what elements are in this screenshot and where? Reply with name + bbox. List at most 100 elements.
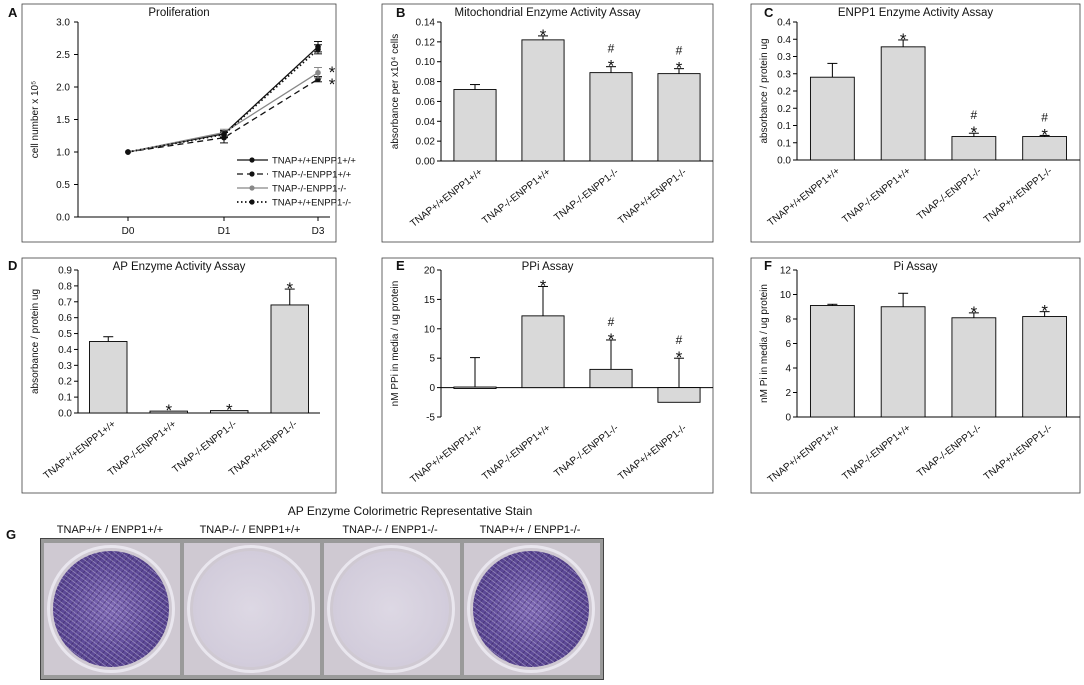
chart-title: Proliferation <box>148 7 209 19</box>
panel-frame <box>21 3 337 243</box>
panel-label: E <box>396 258 405 273</box>
y-tick-label: 10 <box>424 324 436 335</box>
x-tick-label: TNAP-/-ENPP1-/- <box>171 419 240 476</box>
chart-title: AP Enzyme Activity Assay <box>113 261 246 273</box>
x-tick-label: TNAP-/-ENPP1+/+ <box>841 423 914 483</box>
legend-entry: TNAP+/+ENPP1-/- <box>272 198 351 209</box>
y-tick-label: 1.5 <box>56 115 70 126</box>
x-tick-label: TNAP+/+ENPP1-/- <box>616 423 688 483</box>
y-axis-label: absorbance / protein ug <box>759 38 770 143</box>
bar <box>521 39 565 162</box>
bar <box>657 387 701 403</box>
x-tick-label: TNAP-/-ENPP1+/+ <box>480 167 553 227</box>
significance-star: * <box>540 26 547 45</box>
panel-c: C ENPP1 Enzyme Activity Assay 0.0 0.1 0.1 0.2… <box>750 3 1081 243</box>
y-tick-label: 0.3 <box>777 52 791 63</box>
y-tick-label: 3.0 <box>56 18 70 29</box>
plate-label-4: TNAP+/+ / ENPP1-/- <box>479 524 581 536</box>
y-tick-label: 0.4 <box>58 345 72 356</box>
data-point <box>125 149 131 155</box>
panel-frame <box>381 257 714 494</box>
y-tick-label: 0.2 <box>58 377 72 388</box>
panel-frame <box>381 3 714 243</box>
y-tick-label: 0.1 <box>777 121 791 132</box>
y-axis-label: cell number x 10⁵ <box>30 81 41 159</box>
significance-star: * <box>226 401 233 420</box>
significance-hash: # <box>608 315 615 329</box>
y-tick-label: 0.4 <box>777 35 791 46</box>
x-tick-label: D0 <box>122 226 135 237</box>
plate-label-2: TNAP-/- / ENPP1+/+ <box>199 524 301 536</box>
y-tick-label: 20 <box>424 266 436 277</box>
y-tick-label: 0.9 <box>58 266 72 277</box>
x-tick-label: TNAP+/+ENPP1-/- <box>616 167 688 227</box>
stain-plate-strip <box>40 538 604 680</box>
y-axis-label: absorbance / protein ug <box>30 289 41 394</box>
y-tick-label: 15 <box>424 295 436 306</box>
x-tick-label: TNAP-/-ENPP1+/+ <box>480 423 553 483</box>
legend-marker <box>249 185 255 191</box>
legend-entry: TNAP-/-ENPP1-/- <box>272 184 346 195</box>
y-tick-label: -5 <box>426 413 435 424</box>
y-tick-label: 0.10 <box>416 57 436 68</box>
legend-entry: TNAP+/+ENPP1+/+ <box>272 156 356 167</box>
panel-e: E PPi Assay -5 0 5 10 15 20 nM PPi in media / ug… <box>381 257 714 494</box>
y-tick-label: 0.2 <box>777 104 791 115</box>
chart-title: ENPP1 Enzyme Activity Assay <box>838 7 994 19</box>
y-tick-label: 0.1 <box>777 138 791 149</box>
x-tick-label: D3 <box>312 226 325 237</box>
y-tick-label: 8 <box>785 315 791 326</box>
bar <box>149 410 188 414</box>
bar <box>521 315 565 389</box>
bar <box>453 386 497 389</box>
bar <box>880 306 926 418</box>
plate-label-3: TNAP-/- / ENPP1-/- <box>342 524 438 536</box>
bar <box>951 317 997 418</box>
panel-frame <box>750 3 1081 243</box>
x-tick-label: TNAP+/+ENPP1+/+ <box>766 166 843 229</box>
y-tick-label: 0 <box>429 383 435 394</box>
significance-star: * <box>676 348 683 367</box>
stain-well-4 <box>464 543 600 675</box>
panel-g-label: G <box>6 527 17 542</box>
x-tick-label: TNAP-/-ENPP1-/- <box>552 167 621 224</box>
y-tick-label: 0.2 <box>777 87 791 98</box>
y-tick-label: 1.0 <box>56 148 70 159</box>
panel-label: D <box>8 258 17 273</box>
y-tick-label: 0.08 <box>416 77 436 88</box>
panel-label: A <box>8 5 18 20</box>
y-tick-label: 0 <box>785 413 791 424</box>
chart-title: PPi Assay <box>522 261 574 273</box>
series-line <box>127 78 319 153</box>
panel-b: B Mitochondrial Enzyme Activity Assay 0.00… <box>381 3 714 243</box>
data-point <box>315 69 321 76</box>
y-axis-label: absorbance per x10⁴ cells <box>390 34 401 149</box>
y-tick-label: 2 <box>785 388 791 399</box>
y-tick-label: 0.0 <box>56 213 70 224</box>
bar <box>270 304 309 414</box>
chart-title: Pi Assay <box>893 261 937 273</box>
significance-hash: # <box>608 42 615 56</box>
y-tick-label: 6 <box>785 339 791 350</box>
significance-star: * <box>286 279 293 298</box>
significance-hash: # <box>676 333 683 347</box>
y-tick-label: 0.00 <box>416 157 436 168</box>
panel-frame <box>750 257 1081 494</box>
significance-star: * <box>540 276 547 295</box>
data-point <box>315 46 321 53</box>
panel-label: B <box>396 5 405 20</box>
x-tick-label: TNAP+/+ENPP1+/+ <box>408 167 485 230</box>
x-tick-label: TNAP+/+ENPP1-/- <box>982 423 1054 483</box>
bar <box>657 73 701 162</box>
y-tick-label: 0.3 <box>58 361 72 372</box>
chart-title: Mitochondrial Enzyme Activity Assay <box>455 7 641 19</box>
y-tick-label: 0.0 <box>58 409 72 420</box>
legend-entry: TNAP-/-ENPP1+/+ <box>272 170 352 181</box>
legend-marker <box>249 171 255 177</box>
x-tick-label: TNAP+/+ENPP1-/- <box>982 166 1054 226</box>
y-tick-label: 0.02 <box>416 137 436 148</box>
y-tick-label: 0.14 <box>416 18 436 29</box>
significance-hash: # <box>1041 110 1048 124</box>
panel-label: F <box>764 258 772 273</box>
y-axis-label: nM PPi in media / ug protein <box>390 281 401 407</box>
